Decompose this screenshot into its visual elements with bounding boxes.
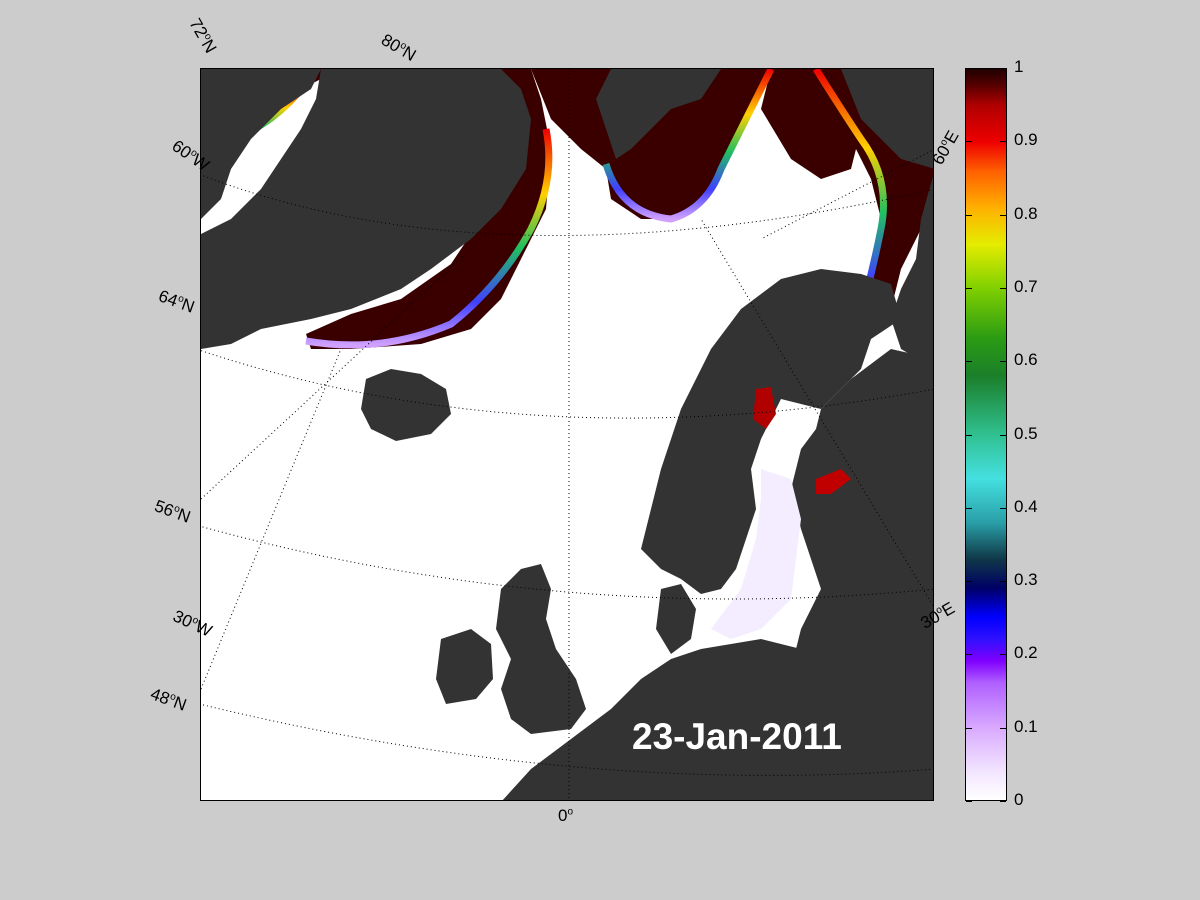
colorbar-tick-mark — [1000, 68, 1006, 69]
lat-label-48n: 48oN — [148, 684, 190, 715]
colorbar-tick-label: 0.3 — [1014, 570, 1038, 590]
ice-edge-svalbard — [602, 69, 775, 223]
ice-finland-gulf — [816, 469, 851, 494]
colorbar-tick-mark — [1000, 214, 1006, 216]
graticule — [201, 69, 933, 800]
lon-label-0: 0o — [558, 806, 574, 825]
map-frame[interactable] — [200, 68, 934, 801]
ice-bothnia — [753, 387, 776, 429]
colorbar-tick-label: 1 — [1014, 57, 1024, 76]
land-greenland — [201, 69, 531, 349]
colorbar-tick-mark — [1000, 654, 1006, 656]
colorbar-tick-label: 0.1 — [1014, 716, 1038, 736]
colorbar-tick-mark — [1000, 801, 1006, 802]
colorbar-tick-label: 0.7 — [1014, 276, 1038, 296]
land-great-britain — [496, 564, 586, 734]
land-iceland — [361, 369, 451, 441]
colorbar-tick-mark — [966, 287, 972, 289]
colorbar-tick-mark — [1000, 434, 1006, 436]
colorbar-tick-mark — [966, 727, 972, 729]
colorbar-tick-label: 0.8 — [1014, 203, 1038, 223]
baltic-sea — [711, 469, 801, 639]
colorbar-tick-mark — [966, 214, 972, 216]
colorbar-tick-mark — [1000, 361, 1006, 363]
sea-ice-svalbard — [531, 69, 771, 219]
lat-label-56n: 56oN — [152, 496, 194, 527]
colorbar-tick-mark — [1000, 141, 1006, 143]
colorbar-tick-label: 0.4 — [1014, 496, 1038, 516]
colorbar-tick-label: 0.6 — [1014, 350, 1038, 370]
colorbar-tick-mark — [966, 654, 972, 656]
colorbar-tick-mark — [1000, 727, 1006, 729]
colorbar-tick-mark — [966, 68, 972, 69]
ice-edge-greenland — [305, 128, 553, 349]
date-label: 23-Jan-2011 — [632, 716, 842, 757]
colorbar-tick-mark — [966, 581, 972, 583]
land-scandinavia — [641, 269, 901, 594]
colorbar-tick-label: 0.9 — [1014, 130, 1038, 150]
lat-label-64n: 64oN — [156, 286, 198, 317]
land-ireland — [436, 629, 493, 704]
colorbar-tick-mark — [1000, 581, 1006, 583]
colorbar-tick-label: 0 — [1014, 790, 1024, 809]
colorbar-tick-mark — [966, 361, 972, 363]
land-europe — [502, 639, 933, 800]
colorbar-tick-mark — [966, 801, 972, 802]
land-denmark — [656, 584, 696, 654]
colorbar-tick-mark — [1000, 507, 1006, 509]
colorbar-tick-mark — [966, 507, 972, 509]
lat-label-80n: 80oN — [377, 30, 420, 65]
colorbar-tick-mark — [966, 141, 972, 143]
lat-label-72n: 72oN — [185, 15, 221, 57]
colorbar-tick-label: 0.2 — [1014, 643, 1038, 663]
colorbar-tick-mark — [1000, 287, 1006, 289]
land-barents — [841, 69, 933, 368]
sea-ice-greenland — [201, 69, 551, 349]
ice-concentration-map — [201, 69, 933, 800]
land-svalbard — [596, 69, 721, 159]
colorbar-tick-mark — [966, 434, 972, 436]
colorbar-tick-label: 0.5 — [1014, 423, 1038, 443]
